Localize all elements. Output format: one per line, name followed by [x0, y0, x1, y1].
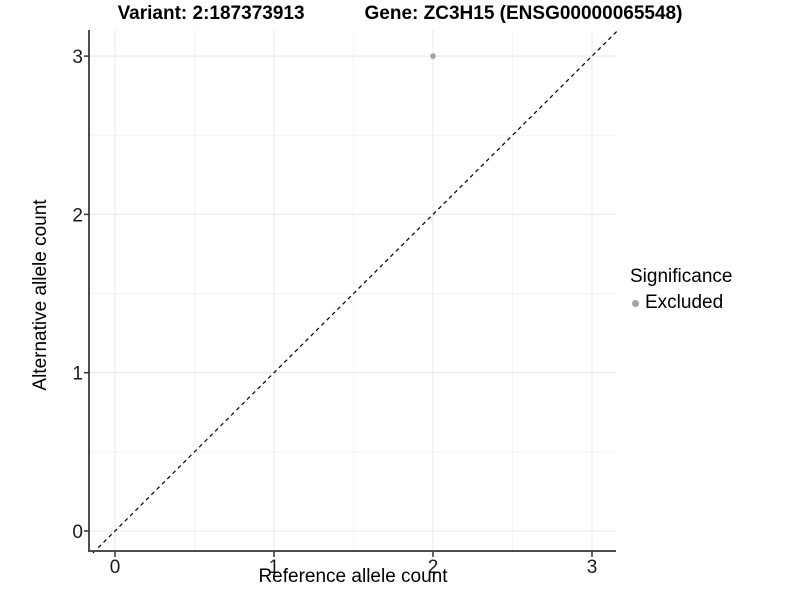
variant-title: Variant: 2:187373913 — [117, 3, 305, 24]
legend-item-label: Excluded — [645, 292, 724, 313]
x-tick-label: 2 — [428, 557, 439, 578]
legend-item-excluded: Excluded — [630, 292, 732, 314]
x-axis-title: Reference allele count — [258, 566, 448, 587]
data-point — [430, 53, 436, 59]
plot-title: Variant: 2:187373913 Gene: ZC3H15 (ENSG0… — [0, 3, 800, 25]
x-tick-label: 1 — [269, 557, 280, 578]
x-tick-label: 0 — [110, 557, 121, 578]
y-tick-label: 0 — [72, 522, 83, 543]
y-tick-label: 1 — [72, 364, 83, 385]
y-tick-label: 3 — [72, 47, 83, 68]
legend-title: Significance — [630, 266, 733, 287]
legend: Significance Excluded — [630, 266, 732, 314]
gene-title: Gene: ZC3H15 (ENSG00000065548) — [364, 3, 683, 24]
y-tick-label: 2 — [72, 205, 83, 226]
legend-point-icon — [632, 299, 639, 307]
y-axis-title: Alternative allele count — [30, 199, 51, 391]
x-tick-label: 3 — [587, 557, 598, 578]
identity-line — [92, 30, 618, 554]
